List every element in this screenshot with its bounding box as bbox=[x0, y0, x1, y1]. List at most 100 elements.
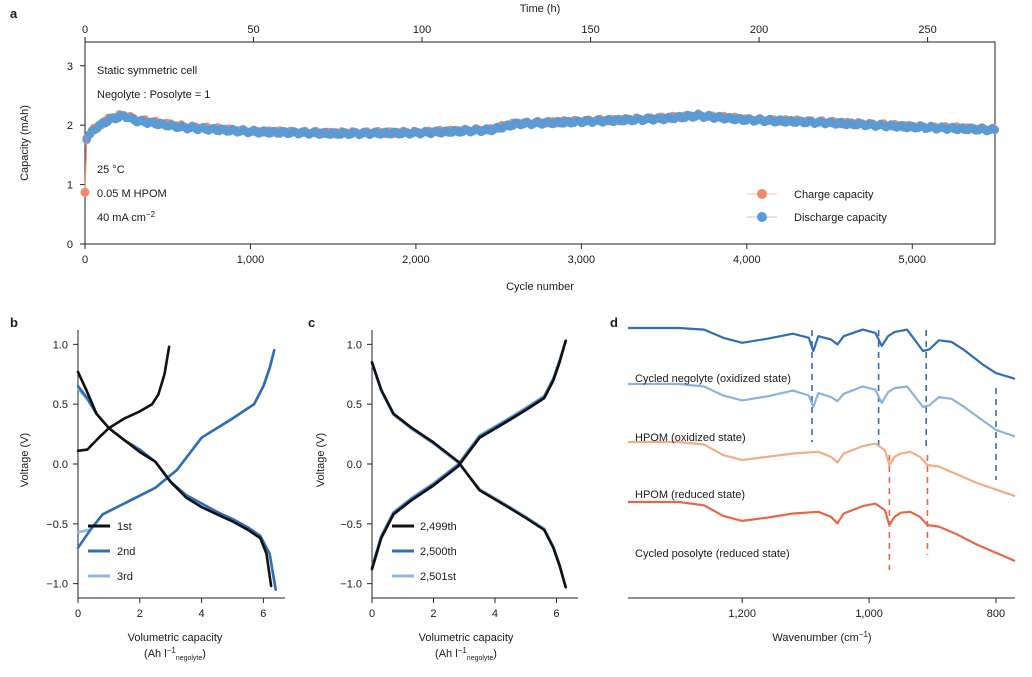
a-x-tick-label-1: 1,000 bbox=[237, 254, 265, 266]
panel-c-y-axis-label: Voltage (V) bbox=[315, 433, 327, 487]
panel-a: 0 50 100 150 200 250 0 1,000 2,000 3,000 4,000 5,0… bbox=[19, 3, 999, 293]
annotation-current-density-superscript: −2 bbox=[146, 210, 156, 219]
b-curve-1st-charge bbox=[76, 345, 171, 453]
c-y-tick-label-4: 1.0 bbox=[347, 339, 362, 351]
c-x-tick-label-1: 2 bbox=[430, 608, 436, 620]
a-top-tick-label-1: 50 bbox=[247, 24, 259, 36]
panel-b-legend: 1st 2nd 3rd bbox=[88, 521, 135, 583]
panel-a-y-axis-label: Capacity (mAh) bbox=[19, 105, 31, 181]
c-y-tick-label-1: −0.5 bbox=[340, 519, 362, 531]
a-top-tick-label-0: 0 bbox=[82, 24, 88, 36]
legend-charge-label: Charge capacity bbox=[794, 189, 874, 201]
b-x-tick-label-0: 0 bbox=[75, 608, 81, 620]
b-x-tick-label-3: 6 bbox=[260, 608, 266, 620]
annotation-concentration: 0.05 M HPOM bbox=[97, 188, 167, 200]
panel-a-bottom-axis: 0 1,000 2,000 3,000 4,000 5,000 bbox=[82, 244, 926, 266]
a-x-tick-label-5: 5,000 bbox=[899, 254, 927, 266]
c-y-tick-label-2: 0.0 bbox=[347, 459, 362, 471]
b-y-tick-label-0: −1.0 bbox=[46, 579, 68, 591]
a-y-tick-label-3: 3 bbox=[67, 61, 73, 73]
panel-c-units-open: (Ah l bbox=[435, 648, 458, 660]
legend-3rd-label: 3rd bbox=[117, 571, 133, 583]
spectrum-label-cycled-posolyte: Cycled posolyte (reduced state) bbox=[635, 548, 790, 560]
annotation-ratio: Negolyte : Posolyte = 1 bbox=[97, 89, 210, 101]
panel-d-series bbox=[628, 326, 1016, 563]
a-y-tick-label-1: 1 bbox=[67, 180, 73, 192]
spectrum-1 bbox=[628, 382, 1016, 438]
panel-b-units-close: ) bbox=[202, 648, 206, 660]
b-x-tick-label-2: 4 bbox=[199, 608, 205, 620]
panel-c-units-close: ) bbox=[493, 648, 497, 660]
panel-b-series bbox=[76, 345, 277, 591]
annotation-current-density-text: 40 mA cm bbox=[97, 212, 146, 224]
c-y-tick-label-0: −1.0 bbox=[340, 579, 362, 591]
panel-c-units-sup: −1 bbox=[458, 646, 468, 655]
legend-discharge-marker bbox=[757, 212, 767, 222]
legend-charge-marker bbox=[757, 189, 767, 199]
panel-a-top-axis-label: Time (h) bbox=[520, 3, 561, 15]
panel-c-legend: 2,499th 2,500th 2,501st bbox=[392, 521, 457, 583]
panel-c-x-axis-label: Volumetric capacity bbox=[419, 632, 514, 644]
panel-label-b: b bbox=[10, 315, 18, 330]
panel-c-axes: 0 2 4 6 −1.0 −0.5 0.0 0.5 1.0 bbox=[340, 330, 578, 620]
panel-d-x-label-close: ) bbox=[868, 632, 872, 644]
panel-b-units-open: (Ah l bbox=[144, 648, 167, 660]
b-y-tick-label-2: 0.0 bbox=[53, 459, 68, 471]
spectrum-label-cycled-negolyte: Cycled negolyte (oxidized state) bbox=[635, 373, 791, 385]
panel-b-axes: 0 2 4 6 −1.0 −0.5 0.0 0.5 1.0 bbox=[46, 330, 285, 620]
d-x-tick-label-0: 1,200 bbox=[728, 608, 756, 620]
legend-2499th-label: 2,499th bbox=[420, 521, 457, 533]
spectrum-0 bbox=[628, 326, 1016, 380]
panel-a-series bbox=[80, 109, 999, 197]
a-x-tick-label-0: 0 bbox=[82, 254, 88, 266]
a-y-tick-label-2: 2 bbox=[67, 120, 73, 132]
a-x-tick-label-2: 2,000 bbox=[402, 254, 430, 266]
c-x-tick-label-0: 0 bbox=[369, 608, 375, 620]
legend-2501st-label: 2,501st bbox=[420, 571, 456, 583]
panel-c-units-sub: negolyte bbox=[467, 655, 494, 662]
spectrum-label-hpom-oxidized: HPOM (oxidized state) bbox=[635, 432, 746, 444]
a-top-tick-label-3: 150 bbox=[581, 24, 599, 36]
panel-label-d: d bbox=[610, 315, 618, 330]
panel-c-series bbox=[370, 339, 567, 589]
panel-label-a: a bbox=[10, 6, 18, 21]
panel-c-x-axis-label-units: (Ah l−1negolyte) bbox=[435, 646, 497, 662]
panel-d-dashed-lines bbox=[811, 330, 997, 570]
panel-d: 1,200 1,000 800 Cycled negolyte (oxidized … bbox=[628, 326, 1016, 644]
d-x-tick-label-2: 800 bbox=[987, 608, 1005, 620]
panel-c: 0 2 4 6 −1.0 −0.5 0.0 0.5 1.0 Voltage (V) Volume… bbox=[315, 330, 578, 662]
annotation-current-density: 40 mA cm−2 bbox=[97, 210, 156, 224]
b-x-tick-label-1: 2 bbox=[137, 608, 143, 620]
discharge-point bbox=[990, 125, 999, 135]
spectrum-3 bbox=[628, 500, 1016, 563]
a-x-tick-label-4: 4,000 bbox=[733, 254, 761, 266]
legend-2nd-label: 2nd bbox=[117, 546, 135, 558]
panel-b-units-sub: negolyte bbox=[176, 655, 203, 662]
c-x-tick-label-2: 4 bbox=[492, 608, 498, 620]
panel-d-axes: 1,200 1,000 800 bbox=[628, 597, 1015, 620]
panel-d-x-label-text: Wavenumber (cm bbox=[772, 632, 858, 644]
b-curve-2nd-charge bbox=[76, 349, 276, 550]
c-curve-2,499th-charge bbox=[370, 339, 567, 571]
a-top-tick-label-5: 250 bbox=[918, 24, 936, 36]
c-y-tick-label-3: 0.5 bbox=[347, 399, 362, 411]
annotation-static-cell: Static symmetric cell bbox=[97, 65, 197, 77]
b-curve-1st-discharge bbox=[76, 370, 273, 588]
a-y-tick-label-0: 0 bbox=[67, 239, 73, 251]
spectrum-label-hpom-reduced: HPOM (reduced state) bbox=[635, 489, 745, 501]
panel-a-top-axis: 0 50 100 150 200 250 bbox=[82, 24, 937, 42]
a-top-tick-label-4: 200 bbox=[750, 24, 768, 36]
c-curve-2,499th-discharge bbox=[370, 361, 567, 589]
panel-b: 0 2 4 6 −1.0 −0.5 0.0 0.5 1.0 Voltage (V) Volume… bbox=[19, 330, 285, 662]
b-y-tick-label-1: −0.5 bbox=[46, 519, 68, 531]
panel-b-x-axis-label: Volumetric capacity bbox=[128, 632, 223, 644]
panel-b-x-axis-label-units: (Ah l−1negolyte) bbox=[144, 646, 206, 662]
charge-initial-jump bbox=[84, 137, 88, 193]
c-x-tick-label-3: 6 bbox=[553, 608, 559, 620]
spectrum-2 bbox=[628, 440, 1016, 498]
legend-discharge-label: Discharge capacity bbox=[794, 212, 887, 224]
panel-d-x-label-sup: −1 bbox=[859, 630, 869, 639]
panel-a-x-axis-label: Cycle number bbox=[506, 281, 574, 293]
panel-b-y-axis-label: Voltage (V) bbox=[19, 433, 31, 487]
